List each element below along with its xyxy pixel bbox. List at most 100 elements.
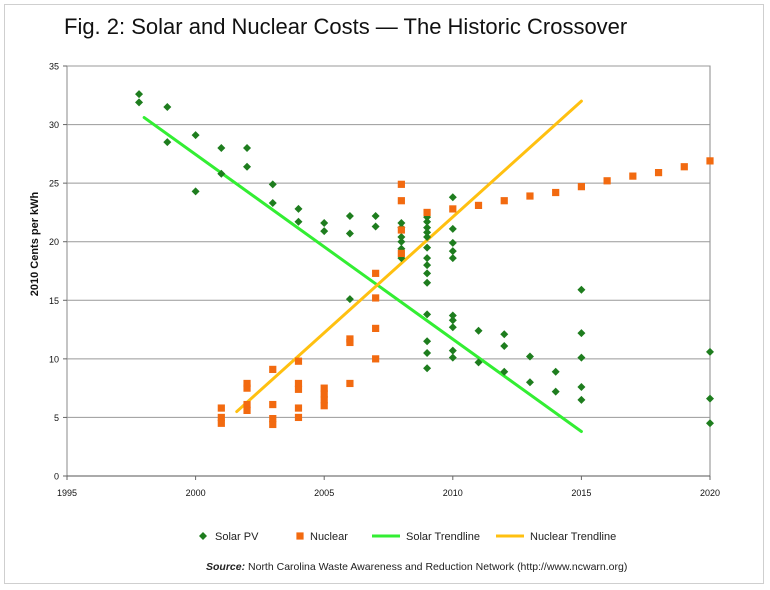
solar-pv-point	[577, 382, 586, 391]
source-note: Source: North Carolina Waste Awareness a…	[206, 561, 627, 573]
legend-nuclear-trendline-label: Nuclear Trendline	[530, 531, 616, 543]
solar-pv-point	[706, 419, 714, 428]
solar-pv-point	[525, 378, 534, 387]
solar-pv-point	[525, 352, 534, 361]
trendlines	[142, 99, 583, 433]
solar-pv-point	[423, 310, 432, 319]
solar-pv-point	[423, 261, 432, 270]
nuclear-point	[243, 379, 251, 388]
solar-pv-point	[423, 254, 432, 263]
legend-solar-pv-label: Solar PV	[215, 531, 259, 543]
nuclear-point	[320, 396, 328, 404]
solar-pv-point	[448, 247, 457, 256]
solar-pv-point	[243, 162, 252, 171]
solar-pv-point	[268, 180, 277, 189]
nuclear-point	[243, 384, 251, 392]
solar-pv-point	[423, 223, 432, 232]
solar-pv-point	[423, 228, 432, 237]
nuclear-point	[474, 201, 483, 209]
solar-pv-point	[448, 193, 457, 202]
nuclear-point	[217, 419, 225, 427]
nuclear-point	[372, 324, 380, 332]
solar-pv-point	[500, 367, 509, 376]
solar-pv-point	[577, 329, 586, 338]
plot-area	[66, 65, 711, 477]
nuclear-point	[294, 379, 303, 388]
solar-pv-point	[371, 222, 380, 231]
solar-pv-point	[345, 229, 354, 238]
nuclear-point	[500, 197, 508, 205]
solar-pv-point	[500, 341, 509, 350]
data-points	[135, 90, 714, 429]
y-tick-label: 0	[54, 472, 59, 482]
solar-pv-point	[243, 144, 252, 152]
solar-pv-point	[397, 218, 406, 227]
x-tick-label: 2015	[571, 488, 591, 498]
solar-pv-point	[423, 337, 432, 346]
solar-pv-point	[448, 254, 457, 263]
solar-pv-point	[163, 103, 172, 111]
solar-pv-point	[135, 98, 144, 107]
x-tick-label: 2020	[700, 488, 720, 498]
nuclear-point	[346, 338, 354, 347]
nuclear-point	[397, 226, 405, 234]
nuclear-point	[294, 357, 303, 365]
solar-pv-point	[474, 358, 483, 367]
nuclear-point	[294, 385, 303, 393]
nuclear-point	[706, 157, 714, 165]
source-label: Source:	[206, 561, 246, 573]
nuclear-point	[320, 402, 328, 410]
solar-pv-point	[397, 237, 406, 246]
solar-pv-point	[423, 278, 432, 287]
nuclear-point	[680, 163, 688, 171]
solar-pv-point	[423, 364, 432, 373]
solar-pv-point	[448, 316, 457, 325]
x-axis-ticks: 1995 2000 2005 2010 2015 2020	[57, 476, 720, 498]
solar-pv-point	[423, 349, 432, 357]
solar-pv-point	[191, 131, 200, 140]
nuclear-point	[372, 355, 380, 363]
solar-pv-point	[268, 199, 277, 208]
x-tick-label: 2010	[443, 488, 463, 498]
nuclear-point	[269, 365, 277, 373]
solar-trendline-line	[142, 116, 583, 433]
x-tick-label: 2005	[314, 488, 334, 498]
solar-pv-point	[706, 394, 714, 403]
solar-pv-point	[294, 204, 303, 213]
nuclear-point	[269, 400, 277, 409]
solar-pv-point	[706, 347, 714, 356]
nuclear-point	[603, 177, 611, 185]
y-axis-ticks: 0 5 10 15 20 25 30 35	[49, 62, 67, 482]
solar-pv-point	[423, 233, 432, 242]
nuclear-point	[423, 208, 431, 217]
nuclear-point	[346, 379, 354, 388]
solar-pv-point	[577, 353, 586, 362]
solar-pv-point	[577, 285, 586, 294]
legend: Solar PV Nuclear Solar Trendline Nuclear Tr…	[199, 531, 616, 543]
nuclear-point	[397, 197, 405, 205]
legend-solar-pv-swatch	[199, 532, 207, 540]
nuclear-point	[372, 269, 380, 277]
nuclear-point	[397, 249, 405, 258]
nuclear-point	[372, 294, 380, 302]
solar-pv-point	[135, 90, 144, 99]
nuclear-point	[320, 384, 328, 392]
chart-title: Fig. 2: Solar and Nuclear Costs — The Hi…	[64, 14, 628, 39]
x-tick-label: 2000	[186, 488, 206, 498]
solar-pv-point	[577, 395, 586, 404]
solar-pv-point	[423, 243, 432, 252]
solar-pv-point	[320, 218, 329, 227]
solar-pv-point	[448, 224, 457, 233]
solar-pv-point	[500, 330, 509, 339]
solar-pv-point	[345, 211, 354, 220]
solar-pv-point	[217, 144, 226, 152]
solar-pv-point	[320, 227, 329, 236]
nuclear-point	[552, 188, 560, 197]
solar-pv-point	[551, 367, 560, 376]
chart-frame	[4, 4, 764, 584]
nuclear-point	[577, 183, 585, 191]
nuclear-point	[654, 169, 663, 177]
solar-pv-point	[294, 217, 303, 226]
nuclear-point	[217, 404, 225, 412]
source-text: North Carolina Waste Awareness and Reduc…	[248, 561, 628, 573]
